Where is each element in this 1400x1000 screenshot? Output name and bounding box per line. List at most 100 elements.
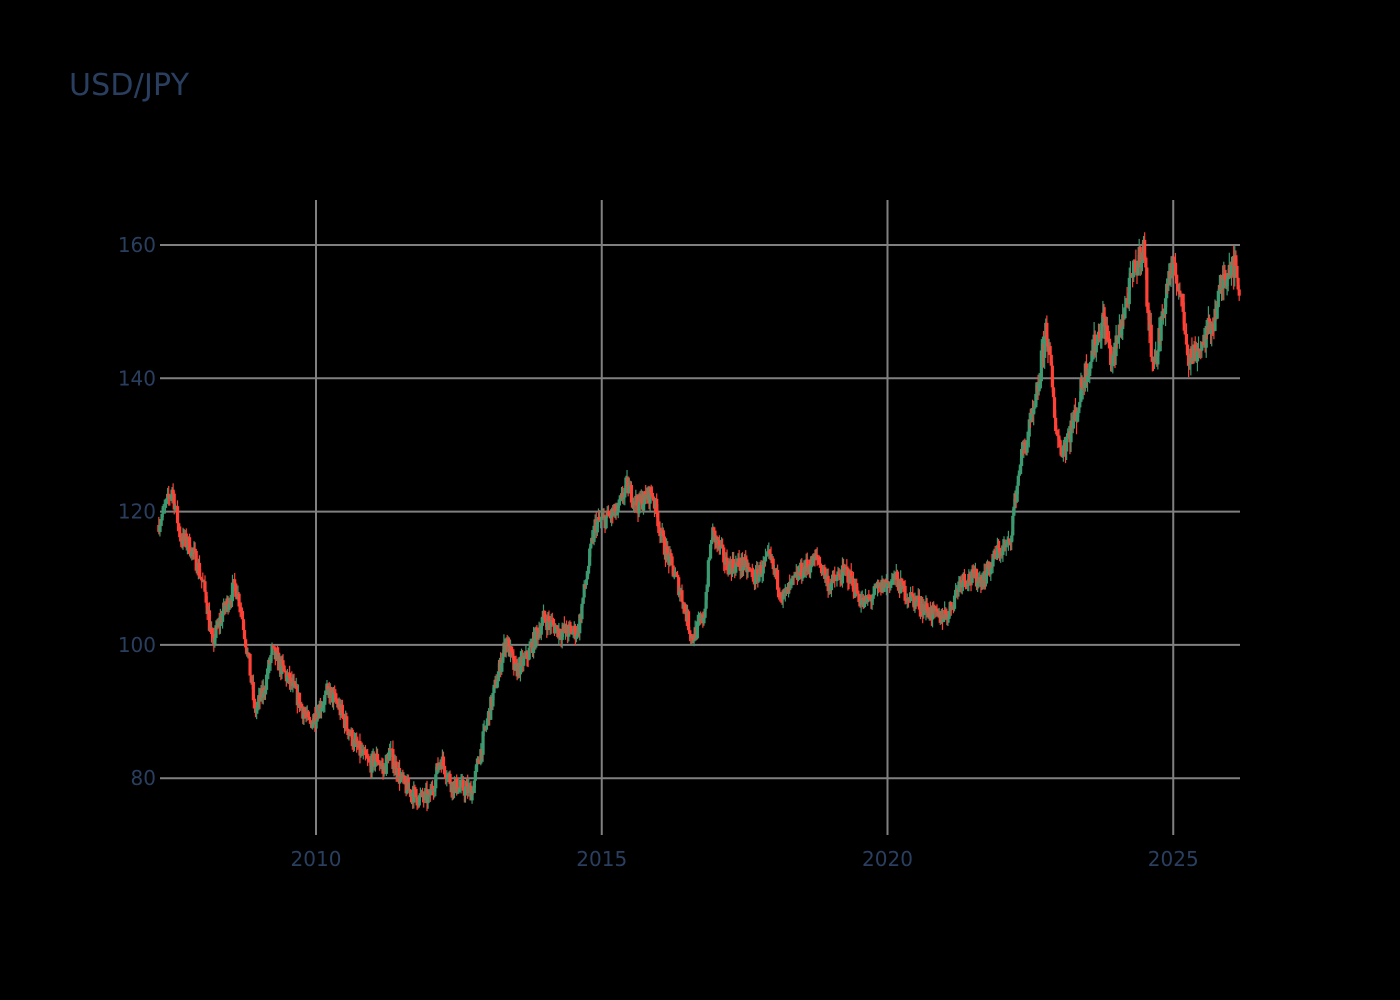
candle-body-up	[727, 560, 731, 575]
candle-body-down	[670, 556, 674, 566]
candle-body-up	[1038, 381, 1042, 384]
candle-body-down	[688, 630, 692, 634]
candle-body-up	[1018, 465, 1023, 471]
candle-body-up	[1233, 255, 1237, 278]
candle-body-down	[1052, 397, 1057, 418]
candle-body-down	[669, 553, 673, 557]
candle-body-down	[650, 493, 654, 497]
candle-body-up	[581, 597, 585, 604]
candle-body-up	[479, 749, 483, 764]
candle-body-down	[1023, 442, 1027, 446]
candle-body-down	[823, 567, 827, 579]
candle-body-up	[500, 662, 504, 672]
candle-body-down	[1125, 298, 1129, 300]
candle-body-up	[473, 771, 477, 781]
candle-body-up	[624, 477, 628, 488]
candle-body-down	[245, 647, 249, 655]
candle-body-down	[1176, 283, 1180, 291]
candle-body-up	[1010, 535, 1014, 543]
candle-body-up	[1110, 364, 1114, 366]
candle-body-down	[573, 625, 577, 639]
candle-body-up	[423, 791, 427, 800]
candle-body-down	[1234, 255, 1238, 266]
candle-body-down	[237, 593, 241, 607]
candle-body-down	[816, 557, 820, 560]
candle-body-down	[744, 557, 748, 560]
candle-body-up	[637, 494, 641, 514]
candle-body-up	[274, 651, 279, 660]
candle-body-up	[1159, 316, 1163, 341]
candle-body-up	[267, 659, 271, 674]
candle-body-up	[954, 589, 958, 596]
candle-body-up	[648, 487, 652, 504]
candle-body-up	[546, 616, 550, 631]
y-axis: 80 100 120 140 160	[118, 233, 156, 790]
candle-body-up	[1222, 273, 1226, 289]
candle-body-down	[671, 565, 675, 577]
candle-body-up	[930, 605, 935, 620]
candle-body-down	[1198, 348, 1202, 351]
candle-body-up	[417, 795, 421, 806]
candle-body-down	[748, 568, 752, 570]
candle-body-up	[322, 704, 326, 706]
candle-body-down	[1178, 290, 1182, 295]
candle-body-up	[673, 573, 677, 577]
candle-body-down	[614, 504, 618, 515]
candle-body-up	[995, 545, 1000, 559]
candle-body-up	[539, 625, 543, 635]
candle-body-down	[996, 545, 1001, 548]
candle-body-up	[220, 613, 225, 622]
candle-body-down	[944, 609, 948, 614]
candle-body-up	[434, 774, 438, 789]
candle-body-down	[364, 755, 369, 758]
candle-body-down	[661, 530, 665, 537]
candle-body-down	[1045, 322, 1049, 340]
candle-body-down	[833, 575, 837, 580]
candle-body-up	[1128, 273, 1132, 278]
candle-body-up	[164, 498, 169, 504]
candle-body-down	[200, 578, 204, 581]
candle-body-up	[361, 750, 365, 755]
candle-body-down	[568, 624, 572, 626]
candle-body-up	[946, 618, 950, 620]
candle-body-up	[890, 580, 894, 582]
candle-body-down	[244, 639, 248, 648]
candle-body-up	[641, 504, 646, 510]
candle-body-up	[840, 565, 845, 584]
candle-body-down	[241, 619, 246, 631]
candle-body-down	[313, 714, 317, 725]
candle-body-up	[185, 546, 190, 548]
candle-body-down	[826, 575, 830, 592]
candle-body-up	[1171, 262, 1175, 275]
candle-body-up	[889, 581, 893, 588]
candle-body-down	[769, 553, 773, 561]
candle-body-down	[570, 628, 574, 635]
candle-body-up	[746, 567, 750, 573]
candle-body-down	[626, 477, 630, 494]
candle-body-up	[446, 773, 450, 779]
candle-body-down	[203, 581, 207, 592]
candle-body-down	[1181, 293, 1185, 312]
candle-body-up	[977, 577, 981, 584]
candle-body-down	[252, 700, 257, 703]
candle-body-up	[433, 788, 437, 792]
candle-body-down	[1211, 323, 1215, 330]
candle-body-up	[643, 491, 647, 505]
y-tick-label: 80	[131, 766, 156, 790]
candle-body-down	[737, 558, 741, 567]
candle-body-up	[256, 701, 260, 708]
candle-body-down	[442, 765, 447, 775]
candle-body-down	[759, 565, 763, 577]
candle-body-down	[391, 749, 395, 770]
candle-body-down	[1134, 261, 1138, 270]
candle-body-down	[768, 550, 772, 554]
candle-body-up	[970, 569, 974, 583]
candle-body-down	[1055, 431, 1059, 435]
candle-body-up	[163, 503, 168, 506]
candle-body-down	[721, 544, 725, 548]
candle-body-up	[1121, 314, 1125, 330]
candle-body-down	[547, 616, 551, 622]
candle-body-up	[960, 582, 964, 588]
candle-body-down	[841, 565, 846, 568]
